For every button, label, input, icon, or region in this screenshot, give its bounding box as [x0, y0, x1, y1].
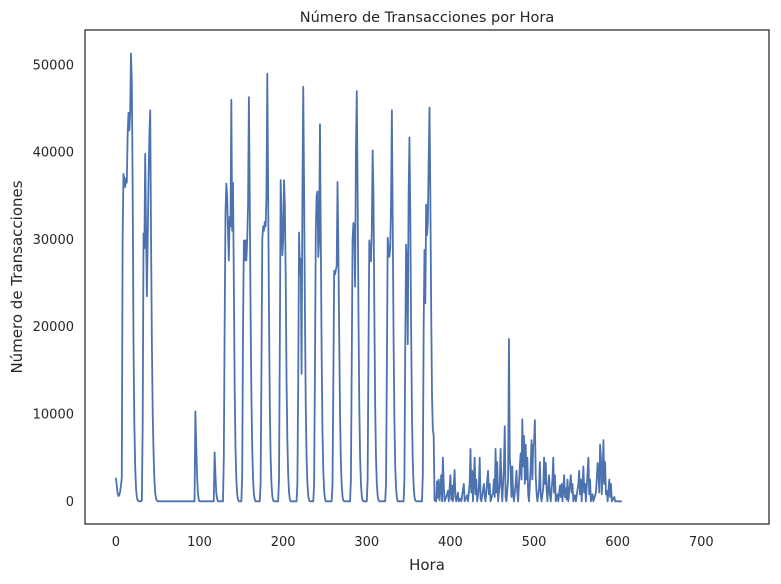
series-line — [115, 52, 622, 503]
x-tick-label: 500 — [522, 535, 547, 550]
y-axis-ticks: 0 10000 20000 30000 40000 50000 — [33, 58, 74, 509]
plot-area — [115, 52, 622, 503]
y-tick-label: 50000 — [33, 58, 74, 73]
x-tick-label: 100 — [187, 535, 212, 550]
y-tick-label: 40000 — [33, 146, 74, 161]
y-tick-label: 10000 — [33, 408, 74, 423]
x-tick-label: 700 — [689, 535, 714, 550]
x-axis-ticks: 0 100 200 300 400 500 600 700 — [112, 535, 714, 550]
plot-frame — [84, 29, 770, 525]
y-tick-label: 0 — [66, 495, 74, 510]
x-tick-label: 600 — [605, 535, 630, 550]
y-tick-label: 30000 — [33, 233, 74, 248]
chart-title: Número de Transacciones por Hora — [300, 10, 555, 26]
x-axis-label: Hora — [409, 556, 445, 574]
y-axis-label: Número de Transacciones — [8, 180, 26, 373]
x-tick-label: 300 — [354, 535, 379, 550]
y-tick-label: 20000 — [33, 320, 74, 335]
x-tick-label: 400 — [438, 535, 463, 550]
x-tick-label: 0 — [112, 535, 120, 550]
x-tick-label: 200 — [271, 535, 296, 550]
